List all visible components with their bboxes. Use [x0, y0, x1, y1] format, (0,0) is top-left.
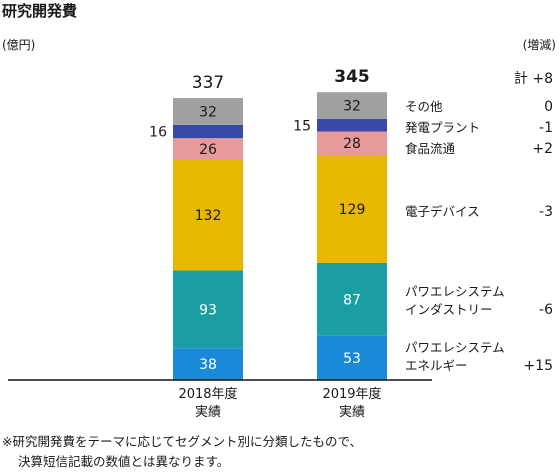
change-value-electronic: -3 [539, 204, 553, 220]
data-label-energy-1: 53 [343, 351, 361, 367]
footnote: ※研究開発費をテーマに応じてセグメント別に分類したもので、 決算短信記載の数値と… [2, 432, 362, 472]
change-unit-label: (増減) [522, 38, 556, 52]
change-value-other: 0 [544, 99, 553, 115]
data-label-industry-0: 93 [199, 302, 217, 318]
category-label-1: 2019年度 [322, 386, 381, 402]
legend-label-energy-0: パワエレシステム [405, 340, 505, 355]
data-label-electronic-0: 132 [195, 208, 222, 224]
data-label-plant-0: 16 [149, 125, 167, 141]
category-sublabel-0: 実績 [195, 404, 221, 420]
bar-segment-plant-1 [317, 118, 387, 132]
change-value-plant: -1 [539, 120, 553, 136]
bar-segment-industry-0 [173, 270, 243, 349]
legend-label-industry-1: インダストリー [405, 302, 493, 317]
data-label-food-1: 28 [343, 136, 361, 152]
data-label-energy-0: 38 [199, 357, 217, 373]
change-value-food: +2 [532, 141, 553, 157]
footnote-line-1: ※研究開発費をテーマに応じてセグメント別に分類したもので、 [2, 434, 362, 449]
data-label-plant-1: 15 [293, 118, 311, 134]
bar-total-label-1: 345 [334, 67, 370, 87]
data-label-industry-1: 87 [343, 292, 361, 308]
legend-label-other-0: その他 [405, 99, 443, 114]
bar-segment-electronic-0 [173, 159, 243, 271]
footnote-line-2: 決算短信記載の数値とは異なります。 [18, 454, 230, 469]
bar-segment-energy-1 [317, 335, 387, 380]
bar-segment-industry-1 [317, 262, 387, 336]
data-label-other-1: 32 [343, 99, 361, 115]
category-sublabel-1: 実績 [339, 404, 365, 420]
legend-label-industry-0: パワエレシステム [405, 284, 505, 299]
data-label-other-0: 32 [199, 104, 217, 120]
bar-segment-other-1 [317, 92, 387, 119]
bar-segment-electronic-1 [317, 154, 387, 263]
change-total-label: 計 +8 [514, 71, 553, 87]
change-value-industry: -6 [539, 302, 553, 318]
bar-total-label-0: 337 [192, 73, 224, 93]
y-unit-label: (億円) [2, 38, 36, 52]
data-label-electronic-1: 129 [339, 202, 366, 218]
bar-segment-food-1 [317, 131, 387, 155]
bar-segment-energy-0 [173, 348, 243, 380]
legend-label-plant-0: 発電プラント [405, 120, 480, 135]
legend-label-food-0: 食品流通 [405, 141, 456, 156]
category-label-0: 2018年度 [178, 386, 237, 402]
data-label-food-0: 26 [199, 142, 217, 158]
bar-segment-plant-0 [173, 124, 243, 139]
legend-label-energy-1: エネルギー [405, 358, 468, 373]
bar-segment-food-0 [173, 138, 243, 160]
chart-title: 研究開発費 [2, 2, 78, 20]
change-value-energy: +15 [523, 358, 553, 374]
bar-segment-other-0 [173, 98, 243, 125]
legend-label-electronic-0: 電子デバイス [405, 204, 480, 219]
